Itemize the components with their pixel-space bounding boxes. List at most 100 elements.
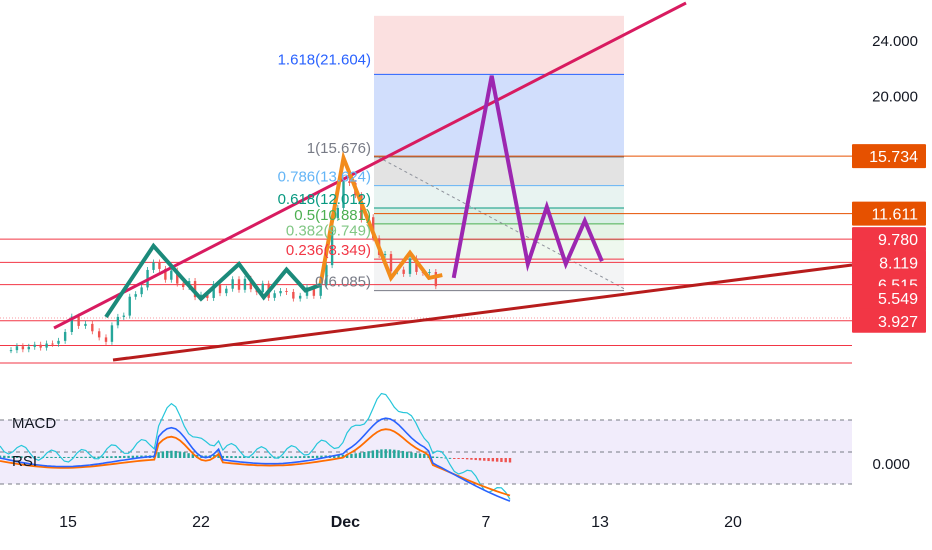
candle-body [122,315,126,317]
macd-histogram-bar [37,456,40,458]
candle-body [298,295,302,299]
trendlines [53,1,853,362]
price-tag-1 [852,201,926,226]
candle-body [9,350,13,352]
fib-zone-6 [374,259,624,291]
macd-histogram-bar [290,456,293,458]
macd-histogram-bar [495,458,499,462]
macd-histogram-bar [315,455,319,458]
candle-body [330,218,334,266]
candle-body [408,258,412,274]
macd-histogram-bar [320,455,323,458]
macd-histogram-bar [165,450,169,458]
macd-histogram-bar [397,450,400,458]
macd-histogram-bar [118,456,122,458]
candle-body [181,283,185,288]
candle-body [415,258,418,272]
macd-histogram-bar [183,452,186,458]
indicator-pane: MACD RSI 0.000 [0,392,910,502]
macd-histogram-bar [298,456,302,458]
candle-body [342,181,345,208]
fib-label-0: 1.618(21.604) [278,51,371,68]
candle-body [170,270,173,280]
macd-histogram-bar [410,452,413,458]
macd-histogram-bar [371,450,375,458]
macd-histogram-bar [491,458,495,462]
x-tick-label-3: 7 [482,514,491,531]
price-tag-2 [852,227,926,252]
macd-histogram-bar [448,457,452,459]
macd-histogram-bar [123,455,126,458]
candle-body [140,287,143,295]
macd-histogram-bar [478,458,482,461]
macd-histogram-bar [97,456,100,458]
x-axis: 15 22 Dec 7 13 20 [59,514,742,531]
macd-histogram-bar [431,456,435,458]
macd-histogram-bar [504,458,507,463]
candle-body [206,294,209,298]
macd-histogram-bar [358,452,362,458]
macd-histogram-bar [418,453,422,458]
candle-body [273,293,276,298]
macd-histogram-bar [234,456,237,458]
macd-histogram-bar [187,453,190,458]
macd-histogram-bar [487,458,490,462]
price-tag-5 [852,286,926,311]
candle-body [428,272,431,274]
macd-histogram-bar [105,456,109,458]
fib-label-5: 0.382(9.749) [286,223,371,240]
fib-label-6: 0.236(8.349) [286,242,371,259]
price-tag-label-6: 3.927 [878,314,918,331]
candle-body [27,346,31,350]
fib-zone-2 [374,185,624,209]
macd-histogram-bar [337,455,340,458]
macd-histogram-bar [341,454,345,458]
candle-body [57,340,60,344]
candle-body [212,283,215,298]
macd-histogram-bar [24,456,27,458]
macd-histogram-bar [277,456,280,458]
macd-histogram-bar [457,458,460,459]
macd-histogram-bar [101,456,105,458]
candle-body [231,279,234,289]
macd-histogram-bar [393,449,396,458]
macd-histogram-bar [354,453,357,458]
stop-zone [374,15,624,75]
macd-histogram-bar [230,456,233,458]
macd-histogram-bar [440,457,443,459]
candle-body [434,272,438,287]
candle-body [312,287,316,296]
macd-histogram-bar [63,456,66,458]
candle-body [45,343,48,348]
candle-body [84,323,87,326]
y-tick-label-0: 24.000 [872,33,918,50]
macd-histogram-bar [333,455,336,458]
macd-histogram-bar [225,455,229,458]
candle-body [15,346,19,351]
price-tag-label-0: 15.734 [869,149,918,166]
x-tick-label-4: 13 [591,514,609,531]
candle-body [110,325,114,342]
macd-histogram-bar [414,452,417,458]
fib-label-3: 0.618(12.012) [278,191,371,208]
lower-trendline [112,263,853,362]
macd-histogram-bar [174,450,177,458]
macd-histogram-bar [80,456,83,458]
candle-body [152,262,155,270]
macd-label: MACD [12,415,56,432]
macd-histogram-bar [114,456,117,458]
fib-label-2: 0.786(13.624) [278,169,371,186]
macd-histogram-bar [54,456,57,458]
macd-histogram-bar [178,451,182,458]
candle-body [134,294,137,297]
macd-histogram-bar [251,456,255,458]
candle-body [91,323,94,332]
pattern-path-1 [318,150,443,284]
macd-histogram-bar [75,456,79,458]
macd-histogram-bar [483,458,486,461]
candle-body [279,290,282,294]
price-tag-3 [852,250,926,275]
macd-histogram-bar [260,456,263,458]
